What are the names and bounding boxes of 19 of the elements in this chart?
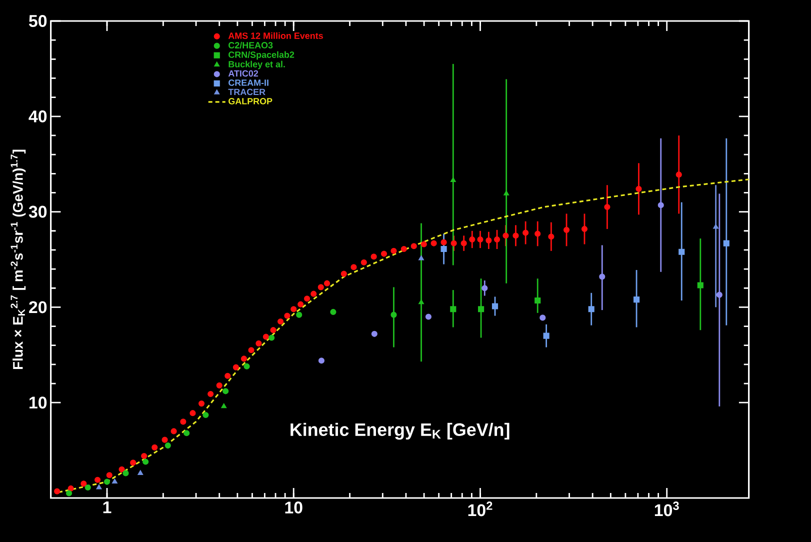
y-tick-label: 10 — [30, 396, 47, 409]
x-tick-label: 10$^{2}$ — [468, 502, 492, 516]
legend-label: TRACER — [228, 88, 266, 96]
text: Flux × E$_{K}$$^{2.7}$ [ m$^{-2}$s$^{-1}$sr$^{-1}$ (GeV/n)$^{1.7}$] — [10, 150, 26, 370]
y-tick-label: 20 — [29, 301, 47, 314]
legend-label: CRN/Spacelab2 — [228, 51, 294, 60]
y-tick-label: 50 — [28, 15, 47, 27]
legend-label: ATIC02 — [228, 70, 258, 77]
y-tick-label: 30 — [28, 206, 47, 218]
x-tick-label: 1 — [103, 502, 112, 514]
x-tick-label: 10 — [285, 502, 302, 514]
legend-label: CREAM-II — [228, 80, 268, 86]
x-axis-title: Kinetic Energy E$_{K}$ [GeV/n] — [290, 422, 510, 440]
legend-label: Buckley et al. — [228, 60, 285, 70]
x-tick-label: 10$^{3}$ — [654, 502, 679, 516]
legend-label: AMS 12 Million Events — [228, 32, 323, 39]
y-tick-label: 40 — [28, 110, 47, 122]
legend-label: GALPROP — [228, 98, 272, 104]
legend-label: C2/HEAO3 — [228, 42, 273, 48]
